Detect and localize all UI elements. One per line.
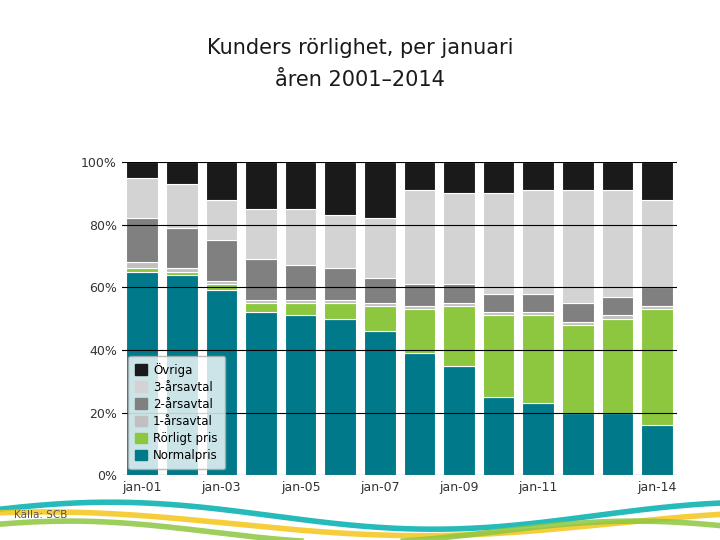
Bar xyxy=(523,294,554,312)
Legend: Övriga, 3-årsavtal, 2-årsavtal, 1-årsavtal, Rörligt pris, Normalpris: Övriga, 3-årsavtal, 2-årsavtal, 1-årsavt… xyxy=(128,355,225,469)
Bar xyxy=(127,218,158,262)
Bar xyxy=(404,353,436,475)
Bar xyxy=(482,193,515,294)
Bar xyxy=(245,300,277,303)
Bar xyxy=(641,200,673,287)
Bar xyxy=(285,303,317,315)
Bar xyxy=(482,397,515,475)
Bar xyxy=(364,218,396,278)
Bar xyxy=(523,403,554,475)
Bar xyxy=(404,162,436,190)
Bar xyxy=(443,193,475,284)
Bar xyxy=(324,303,356,319)
Bar xyxy=(602,162,634,190)
Bar xyxy=(404,309,436,353)
Bar xyxy=(364,278,396,303)
Bar xyxy=(404,190,436,284)
Bar xyxy=(166,162,197,184)
Bar xyxy=(285,209,317,265)
Bar xyxy=(324,319,356,475)
Bar xyxy=(641,306,673,309)
Bar xyxy=(364,331,396,475)
Bar xyxy=(206,200,238,240)
Bar xyxy=(166,272,197,275)
Bar xyxy=(602,413,634,475)
Bar xyxy=(285,265,317,300)
Bar xyxy=(641,309,673,425)
Bar xyxy=(482,294,515,312)
Bar xyxy=(206,240,238,281)
Bar xyxy=(364,162,396,218)
Bar xyxy=(641,287,673,306)
Bar xyxy=(562,162,594,190)
Bar xyxy=(443,162,475,193)
Bar xyxy=(443,284,475,303)
Bar xyxy=(562,413,594,475)
Bar xyxy=(166,184,197,228)
Bar xyxy=(523,315,554,403)
Bar xyxy=(364,303,396,306)
Bar xyxy=(562,190,594,303)
Text: Kunders rörlighet, per januari: Kunders rörlighet, per januari xyxy=(207,38,513,58)
Bar xyxy=(127,162,158,178)
Bar xyxy=(206,281,238,284)
Bar xyxy=(443,303,475,306)
Bar xyxy=(245,259,277,300)
Bar xyxy=(166,228,197,268)
Bar xyxy=(523,162,554,190)
Bar xyxy=(285,162,317,209)
Bar xyxy=(562,322,594,325)
Bar xyxy=(166,268,197,272)
Bar xyxy=(523,190,554,294)
Bar xyxy=(602,315,634,319)
Bar xyxy=(602,296,634,315)
Bar xyxy=(127,178,158,218)
Bar xyxy=(245,312,277,475)
Bar xyxy=(443,306,475,366)
Text: åren 2001–2014: åren 2001–2014 xyxy=(275,70,445,90)
Bar xyxy=(482,315,515,397)
Bar xyxy=(245,303,277,312)
Bar xyxy=(523,312,554,315)
Bar xyxy=(482,312,515,315)
Bar xyxy=(602,319,634,413)
Bar xyxy=(404,306,436,309)
Bar xyxy=(127,268,158,272)
Bar xyxy=(324,300,356,303)
Bar xyxy=(127,262,158,268)
Bar xyxy=(641,425,673,475)
Text: Källa: SCB: Källa: SCB xyxy=(14,510,68,521)
Bar xyxy=(245,162,277,209)
Bar xyxy=(562,325,594,413)
Bar xyxy=(482,162,515,193)
Bar xyxy=(285,315,317,475)
Bar xyxy=(641,162,673,200)
Bar xyxy=(602,190,634,296)
Bar xyxy=(404,284,436,306)
Bar xyxy=(206,284,238,291)
Bar xyxy=(364,306,396,331)
Bar xyxy=(206,162,238,200)
Bar xyxy=(206,291,238,475)
Bar xyxy=(562,303,594,322)
Bar xyxy=(324,215,356,268)
Bar xyxy=(443,366,475,475)
Bar xyxy=(166,275,197,475)
Bar xyxy=(127,272,158,475)
Bar xyxy=(324,162,356,215)
Bar xyxy=(285,300,317,303)
Bar xyxy=(245,209,277,259)
Bar xyxy=(324,268,356,300)
